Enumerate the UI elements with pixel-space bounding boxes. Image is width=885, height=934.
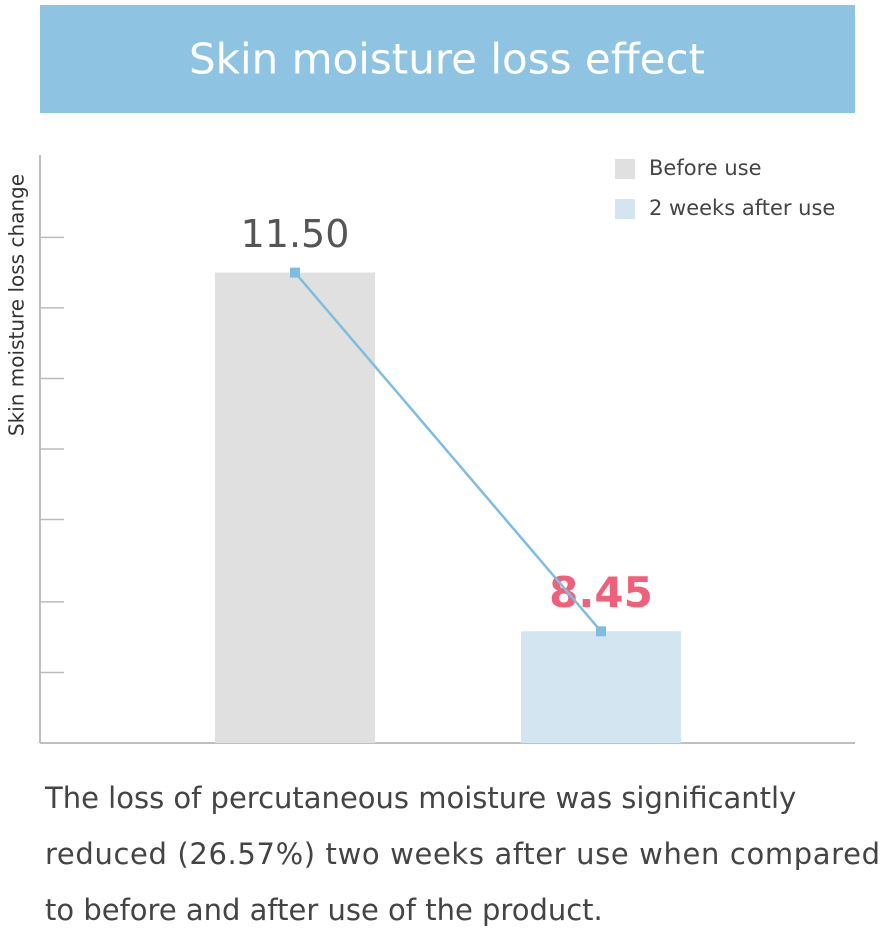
bar <box>521 631 681 743</box>
connector-marker <box>596 626 606 637</box>
title-banner <box>40 5 855 113</box>
chart-title: Skin moisture loss effect <box>189 35 705 84</box>
legend-label: Before use <box>649 156 762 180</box>
legend-swatch <box>615 159 635 179</box>
caption-line: to before and after use of the product. <box>45 893 603 927</box>
legend-swatch <box>615 199 635 219</box>
value-label: 11.50 <box>241 212 350 256</box>
connector-marker <box>290 267 300 278</box>
bar <box>215 272 375 743</box>
connector-line <box>294 271 602 633</box>
legend-label: 2 weeks after use <box>649 196 835 220</box>
value-label: 8.45 <box>549 568 653 617</box>
caption-line: The loss of percutaneous moisture was si… <box>44 781 796 815</box>
caption-line: reduced (26.57%) two weeks after use whe… <box>45 837 880 871</box>
y-axis-label: Skin moisture loss change <box>5 174 29 436</box>
